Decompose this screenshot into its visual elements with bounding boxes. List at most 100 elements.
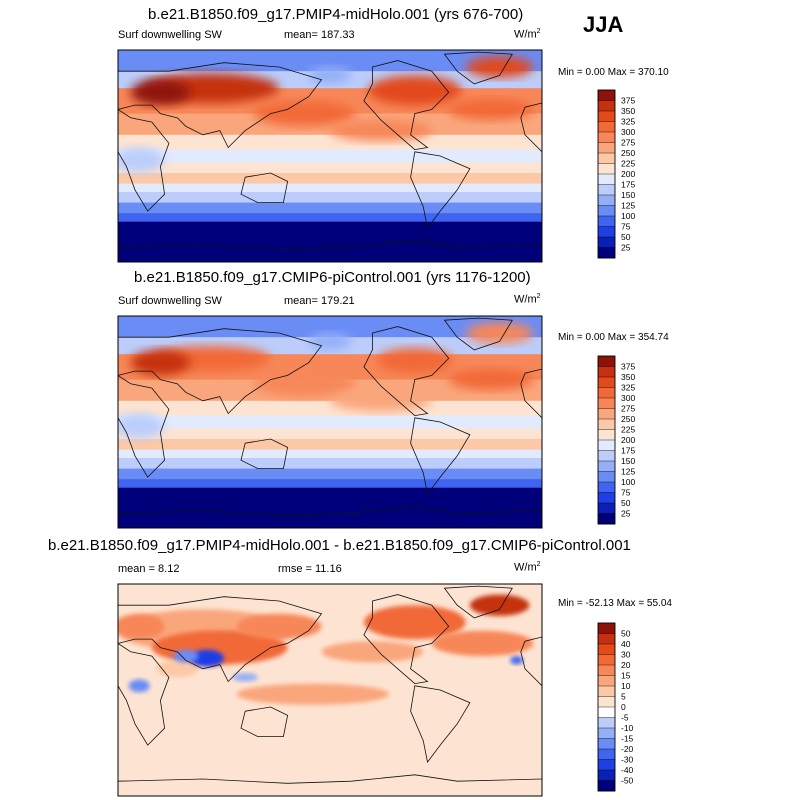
colorbar-tick-label: 50 <box>621 498 631 508</box>
colorbar-swatch <box>597 664 616 677</box>
coastline-4 <box>118 374 170 478</box>
colorbar-tick-label: 375 <box>621 96 635 106</box>
diff-feature-4 <box>363 605 466 640</box>
colorbar-swatch <box>597 622 616 635</box>
panel3-minmax: Min = -52.13 Max = 55.04 <box>558 598 672 609</box>
colorbar-swatch <box>597 450 616 462</box>
coastline-3 <box>520 102 542 153</box>
sw-band-6 <box>118 149 542 164</box>
diff-feature-12 <box>173 649 199 663</box>
coastline-7 <box>443 51 513 85</box>
sw-band-10 <box>118 192 542 204</box>
colorbar-swatch <box>597 675 616 687</box>
sw-band-5 <box>118 400 542 417</box>
colorbar-tick-label: 5 <box>621 692 626 702</box>
colorbar-swatch <box>597 226 616 238</box>
diff-feature-15 <box>128 679 150 693</box>
colorbar-swatch <box>597 205 616 217</box>
colorbar-swatch <box>597 152 616 165</box>
season-label: JJA <box>583 12 624 37</box>
map-panel-2 <box>118 316 542 528</box>
colorbar-swatch <box>597 685 616 698</box>
colorbar-tick-label: 325 <box>621 383 635 393</box>
colorbar-tick-label: 75 <box>621 488 631 498</box>
coastline-6 <box>240 172 289 204</box>
sw-band-12 <box>118 479 542 489</box>
sw-feature-2 <box>130 349 191 376</box>
map-panel-3 <box>118 584 542 796</box>
coastline-5 <box>118 596 323 683</box>
sw-band-1 <box>118 50 542 73</box>
panel2-mean-label: mean= 179.21 <box>284 295 355 307</box>
colorbar-tick-label: 375 <box>621 362 635 372</box>
colorbar-tick-label: 15 <box>621 671 631 681</box>
colorbar-swatch <box>597 633 616 645</box>
sw-band-10 <box>118 458 542 470</box>
colorbar-tick-label: 250 <box>621 414 635 424</box>
sw-feature-7 <box>465 56 534 78</box>
panel2-units-exp: 2 <box>536 293 541 300</box>
colorbar-swatch <box>597 481 616 494</box>
colorbar-swatch <box>597 513 616 525</box>
colorbar-tick-label: 10 <box>621 681 631 691</box>
coastline-4 <box>118 642 170 746</box>
diff-feature-7 <box>236 683 390 705</box>
colorbar-swatch <box>597 355 616 368</box>
colorbar-tick-label: 30 <box>621 650 631 660</box>
coastline-1 <box>363 594 450 685</box>
colorbar-tick-label: -30 <box>621 755 634 765</box>
sw-band-12 <box>118 213 542 223</box>
sw-band-11 <box>118 468 542 481</box>
colorbar-tick-label: 20 <box>621 660 631 670</box>
colorbar-tick-label: 250 <box>621 148 635 158</box>
sw-feature-5 <box>253 100 356 127</box>
panel3-units-exp: 2 <box>536 561 541 568</box>
colorbar-tick-label: -15 <box>621 734 634 744</box>
colorbar-swatch <box>597 654 616 666</box>
sw-band-9 <box>118 449 542 460</box>
sw-feature-9 <box>118 413 165 439</box>
colorbar-tick-label: 75 <box>621 222 631 232</box>
colorbar-tick-label: 350 <box>621 106 635 116</box>
coastline-6 <box>240 438 289 470</box>
colorbar-tick-label: 150 <box>621 190 635 200</box>
coastline-3 <box>520 368 542 419</box>
coastline-5 <box>118 62 323 149</box>
colorbar-tick-label: -50 <box>621 776 634 786</box>
colorbar-tick-label: 325 <box>621 117 635 127</box>
colorbar-swatch <box>597 706 616 719</box>
colorbar-swatch <box>597 439 616 452</box>
coastline-7 <box>443 317 513 351</box>
diff-feature-10 <box>156 660 199 678</box>
diff-feature-13 <box>510 656 523 665</box>
colorbar-tick-label: 175 <box>621 180 635 190</box>
colorbar-tick-label: 0 <box>621 702 626 712</box>
panel1-title: b.e21.B1850.f09_g17.PMIP4-midHolo.001 (y… <box>148 6 524 23</box>
coastline-4 <box>118 108 170 212</box>
diff-feature-6 <box>321 641 424 663</box>
coastline-1 <box>363 326 450 417</box>
diff-feature-14 <box>232 673 258 682</box>
coastline-3 <box>520 636 542 687</box>
colorbar-swatch <box>597 163 616 175</box>
sw-feature-5 <box>253 371 356 397</box>
panel1-units-label: W/m2 <box>514 28 541 41</box>
sw-feature-3 <box>368 75 462 106</box>
sw-band-8 <box>118 439 542 451</box>
colorbar-tick-label: 50 <box>621 629 631 639</box>
colorbar-swatch <box>597 471 616 483</box>
panel2-variable-label: Surf downwelling SW <box>118 295 222 307</box>
panel3-units-label: W/m2 <box>514 561 541 574</box>
sw-feature-4 <box>448 98 534 120</box>
sw-feature-3 <box>376 347 453 374</box>
sw-band-1 <box>118 316 542 339</box>
colorbar-tick-label: -20 <box>621 744 634 754</box>
panel2-title: b.e21.B1850.f09_g17.CMIP6-piControl.001 … <box>134 269 531 286</box>
colorbar-swatch <box>597 408 616 420</box>
panel1-minmax: Min = 0.00 Max = 370.10 <box>558 67 669 78</box>
panel3-units-base: W/m <box>514 561 537 574</box>
colorbar-tick-label: 350 <box>621 372 635 382</box>
coastline-2 <box>410 417 471 496</box>
